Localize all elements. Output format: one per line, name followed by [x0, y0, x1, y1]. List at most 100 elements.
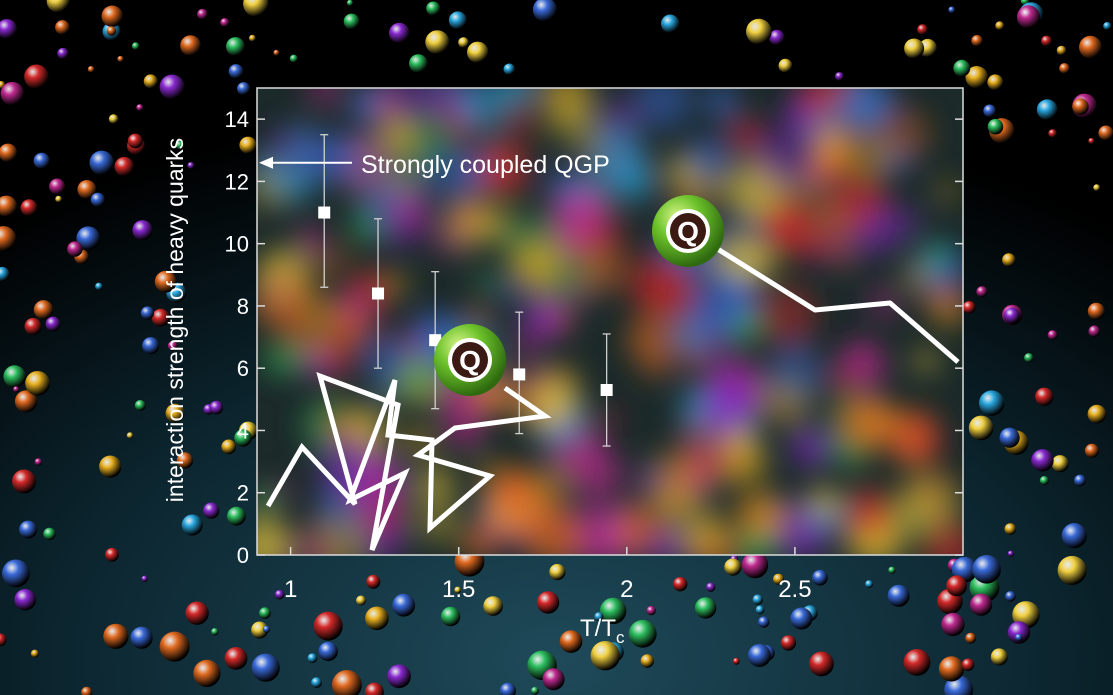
- background-sphere: [106, 26, 117, 36]
- background-sphere: [151, 308, 170, 327]
- plot-blob: [264, 341, 300, 377]
- x-tick-label: 1.5: [442, 576, 475, 603]
- plot-blob: [622, 249, 683, 310]
- background-sphere: [49, 178, 66, 195]
- background-sphere: [0, 143, 18, 162]
- plot-blob: [875, 107, 930, 162]
- plot-blob: [905, 468, 962, 525]
- background-sphere: [14, 588, 36, 611]
- background-sphere: [1047, 330, 1058, 340]
- x-axis: 1 1.5 2 2.5: [284, 547, 812, 603]
- plot-blob: [292, 325, 331, 364]
- brownian-path: [265, 371, 552, 551]
- plot-blob: [364, 336, 410, 382]
- background-sphere: [392, 593, 416, 617]
- background-sphere: [778, 58, 793, 73]
- background-sphere: [89, 150, 114, 175]
- background-sphere: [961, 658, 975, 672]
- background-sphere: [1057, 555, 1087, 585]
- background-sphere: [979, 390, 1005, 416]
- background-sphere: [176, 452, 194, 469]
- x-tick-label: 1: [284, 576, 297, 603]
- background-sphere: [101, 5, 123, 27]
- background-sphere: [590, 641, 620, 671]
- background-sphere: [87, 66, 95, 73]
- background-sphere: [46, 0, 70, 13]
- background-sphere: [747, 644, 771, 667]
- background-sphere: [448, 11, 467, 30]
- background-sphere: [262, 625, 271, 633]
- data-point: [318, 206, 331, 219]
- background-sphere: [755, 605, 765, 615]
- plot-blob: [257, 517, 293, 555]
- plot-blob: [418, 146, 474, 202]
- plot-blob: [522, 299, 561, 339]
- background-sphere: [140, 306, 154, 320]
- background-sphere: [918, 38, 937, 58]
- background-sphere: [1093, 184, 1101, 192]
- plot-blob: [641, 451, 704, 514]
- background-sphere: [972, 555, 1001, 584]
- background-sphere: [1035, 387, 1054, 406]
- plot-blob: [739, 490, 791, 543]
- background-sphere: [134, 400, 146, 411]
- background-sphere: [3, 365, 26, 388]
- background-sphere: [888, 566, 896, 574]
- background-sphere: [251, 653, 280, 682]
- background-sphere: [127, 133, 143, 149]
- background-sphere: [209, 400, 224, 415]
- background-sphere: [1005, 591, 1016, 602]
- background-sphere: [95, 282, 103, 291]
- background-sphere: [181, 514, 203, 536]
- plot-blob: [807, 486, 840, 519]
- plot-blob: [501, 103, 540, 141]
- background-sphere: [12, 469, 36, 494]
- background-sphere: [628, 619, 657, 648]
- plot-blob: [316, 245, 349, 278]
- background-sphere: [159, 74, 185, 100]
- background-sphere: [251, 621, 269, 639]
- background-sphere: [81, 686, 93, 695]
- background-sphere: [1036, 99, 1058, 121]
- background-sphere: [559, 630, 583, 653]
- plot-blob: [924, 243, 950, 269]
- plot-blob: [569, 446, 624, 501]
- background-sphere: [790, 607, 813, 630]
- background-sphere: [532, 0, 557, 22]
- background-sphere: [673, 577, 688, 592]
- plot-blob: [633, 88, 692, 130]
- background-sphere: [454, 586, 462, 594]
- plot-blob: [833, 247, 856, 270]
- plot-blob: [257, 269, 312, 330]
- plot-blob: [496, 277, 526, 306]
- background-sphere: [126, 432, 134, 439]
- plot-blob: [461, 525, 496, 555]
- background-sphere: [143, 74, 158, 89]
- background-sphere: [531, 686, 539, 695]
- background-sphere: [130, 626, 153, 649]
- plot-blob: [296, 227, 325, 256]
- background-sphere: [313, 611, 343, 641]
- background-sphere: [19, 520, 38, 539]
- data-point: [513, 368, 526, 381]
- plot-blob: [550, 99, 598, 147]
- background-sphere: [224, 647, 248, 670]
- plot-blob: [381, 88, 434, 125]
- background-sphere: [483, 596, 503, 616]
- background-sphere: [1061, 523, 1087, 549]
- background-sphere: [769, 29, 785, 46]
- background-sphere: [640, 654, 654, 668]
- y-tick-label: 0: [237, 543, 249, 568]
- background-sphere: [365, 606, 389, 631]
- data-point: [600, 383, 613, 396]
- background-sphere: [1074, 474, 1086, 487]
- x-tick-label: 2.5: [778, 576, 811, 603]
- background-sphere: [812, 569, 828, 586]
- background-sphere: [1056, 45, 1067, 56]
- plot-blob: [322, 301, 371, 349]
- plot-blob: [473, 269, 499, 295]
- y-tick-label: 8: [237, 294, 249, 319]
- plot-blob: [547, 190, 605, 247]
- y-tick-label: 4: [237, 418, 249, 443]
- background-sphere: [57, 47, 69, 60]
